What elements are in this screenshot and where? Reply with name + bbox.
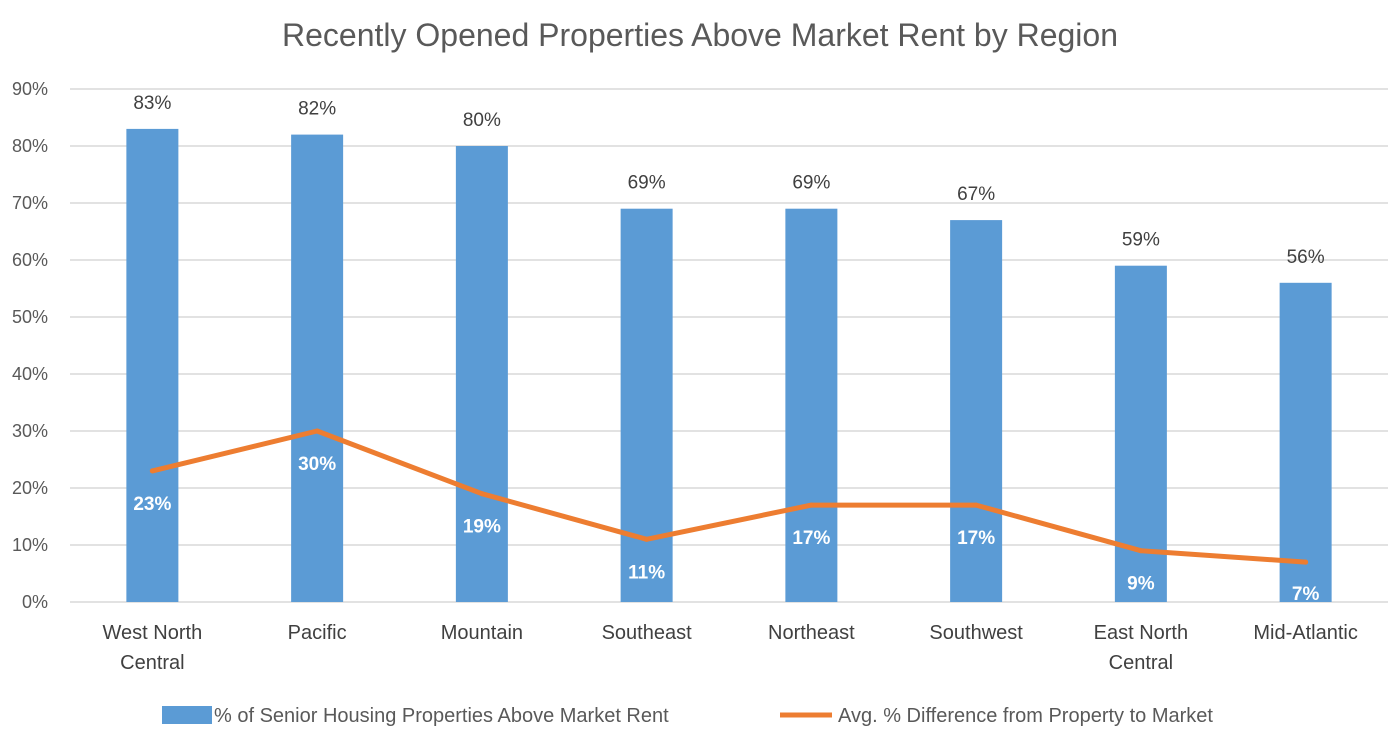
bar bbox=[1279, 282, 1332, 602]
line-value-label: 30% bbox=[298, 454, 336, 475]
line-value-label: 17% bbox=[792, 528, 830, 549]
bar-value-label: 83% bbox=[133, 93, 171, 114]
y-tick-label: 60% bbox=[12, 250, 48, 270]
line-path bbox=[149, 428, 1309, 565]
legend-label-line: Avg. % Difference from Property to Marke… bbox=[838, 705, 1213, 727]
bar-value-label: 82% bbox=[298, 99, 336, 120]
x-category-label: Southwest bbox=[929, 622, 1023, 644]
bar-value-label: 69% bbox=[792, 173, 830, 194]
line-point bbox=[644, 536, 650, 542]
bar-value-label: 69% bbox=[628, 173, 666, 194]
bar-series bbox=[126, 128, 1332, 602]
line-point bbox=[973, 502, 979, 508]
data-labels: 83% 82% 80% 69% 69% 67% 59% 56% 23% 30% 19% 11% 17% 1… bbox=[133, 93, 1324, 605]
bar bbox=[126, 128, 179, 602]
legend-label-bars: % of Senior Housing Properties Above Mar… bbox=[214, 705, 669, 727]
line-point bbox=[1138, 548, 1144, 554]
x-axis-categories: West North Central Pacific Mountain Southeas… bbox=[103, 622, 1358, 674]
x-category-label: Pacific bbox=[288, 622, 347, 644]
legend-swatch-bars bbox=[162, 706, 212, 724]
x-category-label: West North bbox=[103, 622, 203, 644]
line-point bbox=[314, 428, 320, 434]
x-category-label: Mountain bbox=[441, 622, 523, 644]
y-tick-label: 30% bbox=[12, 421, 48, 441]
y-tick-label: 50% bbox=[12, 307, 48, 327]
bar-value-label: 56% bbox=[1287, 247, 1325, 268]
bar bbox=[620, 208, 673, 602]
x-category-label: Central bbox=[120, 652, 184, 674]
bar-value-label: 59% bbox=[1122, 230, 1160, 251]
x-category-label: Southeast bbox=[602, 622, 693, 644]
line-point bbox=[1303, 559, 1309, 565]
x-category-label: Mid-Atlantic bbox=[1253, 622, 1357, 644]
bar bbox=[785, 208, 838, 602]
line-value-label: 17% bbox=[957, 528, 995, 549]
y-tick-label: 0% bbox=[22, 592, 48, 612]
legend: % of Senior Housing Properties Above Mar… bbox=[162, 705, 1213, 727]
y-tick-label: 40% bbox=[12, 364, 48, 384]
y-tick-label: 90% bbox=[12, 79, 48, 99]
line-point bbox=[479, 491, 485, 497]
line-value-label: 7% bbox=[1292, 584, 1320, 605]
line-value-label: 23% bbox=[133, 494, 171, 515]
x-category-label: East North bbox=[1094, 622, 1188, 644]
x-category-label: Central bbox=[1109, 652, 1173, 674]
bar-value-label: 80% bbox=[463, 110, 501, 131]
x-category-label: Northeast bbox=[768, 622, 855, 644]
bar bbox=[455, 146, 508, 602]
line-series bbox=[149, 428, 1309, 565]
y-tick-label: 70% bbox=[12, 193, 48, 213]
line-point bbox=[149, 468, 155, 474]
line-value-label: 11% bbox=[628, 562, 665, 583]
line-value-label: 9% bbox=[1127, 574, 1155, 595]
chart-title: Recently Opened Properties Above Market … bbox=[282, 17, 1118, 53]
y-axis-ticks: 0% 10% 20% 30% 40% 50% 60% 70% 80% 90% bbox=[12, 79, 48, 612]
bar bbox=[950, 220, 1003, 602]
y-tick-label: 10% bbox=[12, 535, 48, 555]
bar bbox=[291, 134, 344, 602]
line-point bbox=[808, 502, 814, 508]
gridlines bbox=[70, 88, 1388, 603]
bar-value-label: 67% bbox=[957, 184, 995, 205]
y-tick-label: 20% bbox=[12, 478, 48, 498]
y-tick-label: 80% bbox=[12, 136, 48, 156]
line-value-label: 19% bbox=[463, 517, 501, 538]
